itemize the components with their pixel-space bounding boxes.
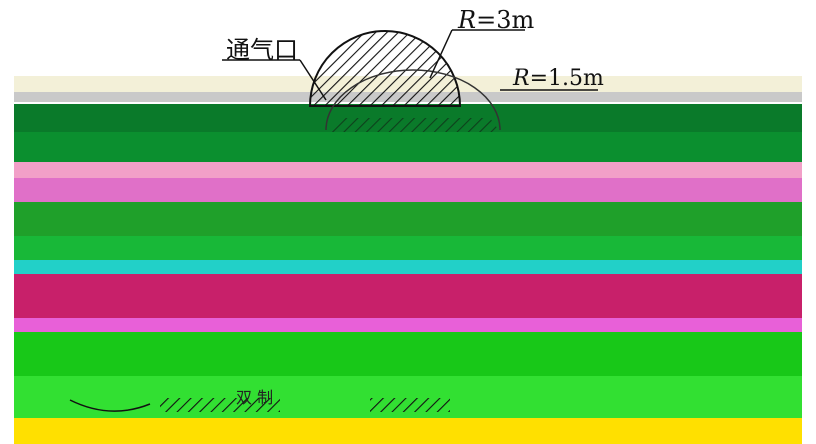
inner-radius-symbol: R: [513, 66, 530, 91]
glitch-band-10: [14, 274, 802, 318]
inner-radius-label: R=1.5m: [513, 66, 604, 91]
glitch-band-4: [14, 132, 802, 162]
glitch-band-8: [14, 236, 802, 260]
glitch-band-14: [14, 418, 802, 444]
outer-radius-leader: [429, 29, 453, 79]
glitch-band-11: [14, 318, 802, 332]
outer-radius-label: R=3m: [458, 6, 534, 34]
glitch-band-7: [14, 202, 802, 236]
outer-dome: [308, 30, 462, 107]
vent-label: 通气口: [226, 36, 298, 64]
glitch-band-6: [14, 178, 802, 202]
outer-radius-symbol: R: [458, 6, 477, 34]
glitch-band-12: [14, 332, 802, 376]
vent-leader: [299, 59, 327, 101]
inner-dome-hatch: [330, 118, 500, 132]
bottom-hatch-left: [160, 398, 280, 412]
bottom-label: 双 制: [236, 388, 274, 407]
glitch-band-9: [14, 260, 802, 274]
inner-dome: [325, 69, 501, 131]
inner-radius-value: =1.5m: [529, 66, 604, 91]
bottom-hatch-right: [370, 398, 450, 412]
glitch-band-5: [14, 162, 802, 178]
bottom-arc: [69, 399, 151, 412]
outer-radius-value: =3m: [476, 6, 535, 34]
